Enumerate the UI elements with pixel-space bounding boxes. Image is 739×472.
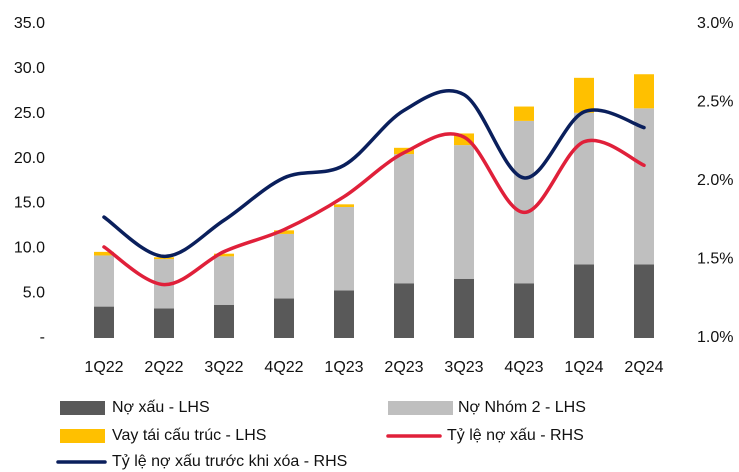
- bar-segment: [94, 306, 114, 338]
- x-tick-label: 3Q22: [204, 359, 243, 376]
- bar-segment: [514, 106, 534, 121]
- bar-segment: [94, 251, 114, 256]
- y-tick-label: 20.0: [14, 150, 45, 167]
- bar-segment: [154, 257, 174, 260]
- x-tick-label: 2Q23: [384, 359, 423, 376]
- x-tick-label: 4Q23: [504, 359, 543, 376]
- bar-segment: [214, 304, 234, 338]
- bar-segment: [334, 290, 354, 338]
- bar-segment: [574, 112, 594, 265]
- y-tick-label: 15.0: [14, 195, 45, 212]
- y-tick-label: 25.0: [14, 105, 45, 122]
- y2-tick-label: 2.0%: [697, 172, 733, 189]
- bar-segment: [274, 298, 294, 338]
- bar-segment: [634, 264, 654, 338]
- line-series: [102, 132, 646, 287]
- bar-segment: [514, 283, 534, 338]
- bar-segment: [274, 230, 294, 234]
- x-tick-label: 3Q23: [444, 359, 483, 376]
- bar-segment: [574, 264, 594, 338]
- legend-label: Nợ xấu - LHS: [112, 399, 210, 416]
- y-tick-label: -: [40, 329, 45, 346]
- bar-segment: [514, 120, 534, 284]
- x-tick-label: 1Q23: [324, 359, 363, 376]
- legend-label: Tỷ lệ nợ xấu trước khi xóa - RHS: [112, 453, 347, 470]
- y-tick-label: 10.0: [14, 240, 45, 257]
- bar-segment: [94, 255, 114, 307]
- bar-segment: [274, 233, 294, 299]
- x-tick-label: 1Q22: [84, 359, 123, 376]
- bar-segment: [214, 256, 234, 305]
- y2-tick-label: 1.0%: [697, 329, 733, 346]
- x-tick-label: 2Q24: [624, 359, 663, 376]
- legend-swatch: [388, 401, 453, 415]
- bar-segment: [394, 283, 414, 338]
- y-tick-label: 30.0: [14, 60, 45, 77]
- y2-tick-label: 3.0%: [697, 15, 733, 32]
- bar-segment: [454, 278, 474, 338]
- bar-segment: [154, 308, 174, 338]
- y-tick-label: 35.0: [14, 15, 45, 32]
- bar-segment: [454, 145, 474, 279]
- x-tick-label: 1Q24: [564, 359, 603, 376]
- x-tick-label: 2Q22: [144, 359, 183, 376]
- bar-segment: [634, 108, 654, 265]
- y-tick-label: 5.0: [23, 284, 45, 301]
- y2-tick-label: 1.5%: [697, 251, 733, 268]
- bar-segment: [454, 133, 474, 146]
- bar-segment: [214, 253, 234, 257]
- line-series: [102, 88, 646, 259]
- legend-label: Nợ Nhóm 2 - LHS: [458, 399, 586, 416]
- bar-segment: [634, 74, 654, 109]
- legend-label: Tỷ lệ nợ xấu - RHS: [447, 427, 584, 444]
- y2-tick-label: 2.5%: [697, 94, 733, 111]
- x-tick-label: 4Q22: [264, 359, 303, 376]
- bar-segment: [334, 207, 354, 291]
- legend-swatch: [60, 401, 105, 415]
- bar-segment: [574, 77, 594, 113]
- bar-segment: [334, 204, 354, 208]
- bar-segment: [394, 154, 414, 284]
- legend-swatch: [60, 429, 105, 443]
- legend-label: Vay tái cấu trúc - LHS: [112, 427, 266, 444]
